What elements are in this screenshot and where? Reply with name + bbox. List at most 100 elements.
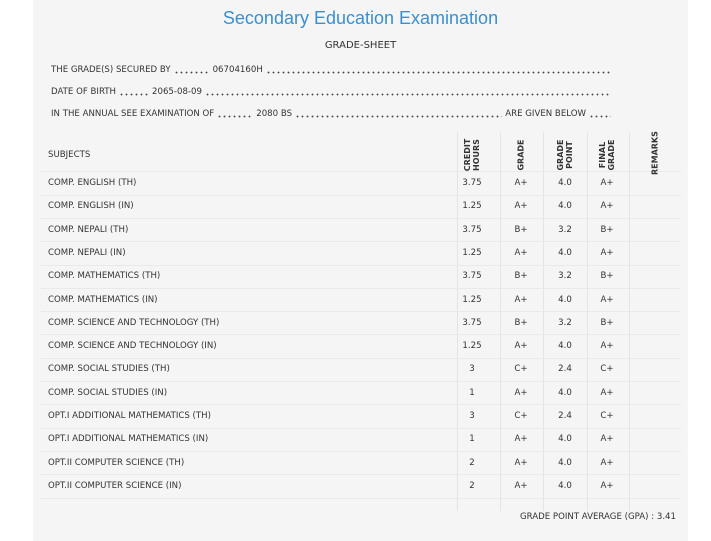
row-divider: [41, 217, 681, 219]
row-divider: [41, 450, 681, 452]
grade: A+: [514, 247, 528, 258]
column-divider: [587, 132, 588, 512]
credit-hours: 2: [469, 457, 475, 468]
grade: B+: [514, 317, 528, 328]
credit-hours: 3.75: [462, 224, 482, 235]
row-divider: [41, 194, 681, 196]
detail-value: 2065-08-09: [152, 87, 202, 97]
detail-suffix: ARE GIVEN BELOW: [505, 109, 586, 119]
row-divider: [41, 287, 681, 289]
row-divider: [41, 474, 681, 476]
column-header: REMARKS: [650, 131, 660, 175]
final-grade: B+: [600, 317, 614, 328]
subject-name: COMP. SOCIAL STUDIES (TH): [48, 364, 170, 375]
grade-point: 4.0: [558, 434, 572, 445]
subject-name: OPT.I ADDITIONAL MATHEMATICS (IN): [48, 434, 209, 445]
title: Secondary Education Examination: [222, 8, 499, 28]
final-grade: A+: [600, 434, 614, 445]
subject-name: COMP. MATHEMATICS (TH): [48, 271, 161, 282]
final-grade: C+: [600, 364, 614, 375]
subject-name: COMP. SOCIAL STUDIES (IN): [48, 387, 168, 398]
credit-hours: 1.25: [462, 341, 482, 352]
grade-point: 2.4: [558, 411, 572, 421]
grade-point: 3.2: [558, 317, 572, 328]
final-grade: A+: [600, 201, 614, 212]
leader-dots: [173, 66, 210, 76]
grade-point: 4.0: [558, 247, 572, 258]
grade-point: 4.0: [558, 201, 572, 212]
final-grade: C+: [600, 411, 614, 421]
grade-sheet-panel: Secondary Education Examination GRADE-SH…: [33, 0, 688, 541]
subject-name: COMP. SCIENCE AND TECHNOLOGY (IN): [48, 341, 217, 352]
row-divider: [41, 264, 681, 266]
detail-line: THE GRADE(S) SECURED BY 06704160H: [51, 62, 611, 76]
subject-name: COMP. NEPALI (IN): [48, 247, 126, 258]
final-grade: B+: [600, 271, 614, 282]
credit-hours: 3: [469, 411, 475, 421]
credit-hours: 1: [469, 387, 475, 398]
row-divider: [41, 311, 681, 313]
row-divider: [41, 357, 681, 359]
detail-line: IN THE ANNUAL SEE EXAMINATION OF 2080 BS…: [51, 106, 611, 120]
final-grade: A+: [600, 178, 614, 188]
subject-name: OPT.II COMPUTER SCIENCE (TH): [48, 457, 185, 468]
final-grade: A+: [600, 294, 614, 305]
subject-name: OPT.II COMPUTER SCIENCE (IN): [48, 480, 182, 491]
row-divider: [41, 497, 681, 499]
column-divider: [543, 132, 544, 512]
grade: A+: [514, 457, 528, 468]
subject-name: COMP. MATHEMATICS (IN): [48, 294, 158, 305]
leader-dots: [295, 110, 503, 120]
final-grade: A+: [600, 387, 614, 398]
subject-name: COMP. ENGLISH (TH): [48, 178, 137, 188]
subject-name: COMP. SCIENCE AND TECHNOLOGY (TH): [48, 317, 220, 328]
column-header: GRADE: [516, 139, 526, 171]
row-divider: [41, 241, 681, 243]
leader-dots: [204, 88, 611, 98]
detail-label: IN THE ANNUAL SEE EXAMINATION OF: [51, 109, 215, 119]
grade-point: 4.0: [558, 341, 572, 352]
grade-point: 3.2: [558, 271, 572, 282]
subject-name: COMP. ENGLISH (IN): [48, 201, 134, 212]
grade: C+: [514, 364, 528, 375]
grade: A+: [514, 294, 528, 305]
final-grade: A+: [600, 480, 614, 491]
detail-line: DATE OF BIRTH 2065-08-09: [51, 84, 611, 98]
credit-hours: 1.25: [462, 247, 482, 258]
credit-hours: 3.75: [462, 271, 482, 282]
gpa-value: 3.41: [656, 512, 676, 522]
credit-hours: 1.25: [462, 294, 482, 305]
column-header: CREDIT HOURS: [463, 138, 481, 172]
credit-hours: 2: [469, 480, 475, 491]
row-divider: [41, 427, 681, 429]
grade-point: 4.0: [558, 480, 572, 491]
grade: B+: [514, 224, 528, 235]
grade-point: 4.0: [558, 178, 572, 188]
column-header: GRADE POINT: [556, 139, 574, 171]
subtitle: GRADE-SHEET: [324, 40, 397, 51]
credit-hours: 3.75: [462, 317, 482, 328]
grade: A+: [514, 341, 528, 352]
grade-point: 4.0: [558, 294, 572, 305]
grade-point: 4.0: [558, 387, 572, 398]
row-divider: [41, 381, 681, 383]
credit-hours: 1.25: [462, 201, 482, 212]
final-grade: A+: [600, 247, 614, 258]
credit-hours: 3.75: [462, 178, 482, 188]
column-header: SUBJECTS: [48, 150, 91, 160]
grade: B+: [514, 271, 528, 282]
grade-point: 2.4: [558, 364, 572, 375]
row-divider: [41, 404, 681, 406]
final-grade: A+: [600, 341, 614, 352]
grade-point: 4.0: [558, 457, 572, 468]
column-header: FINAL GRADE: [598, 139, 616, 171]
grade: A+: [514, 480, 528, 491]
credit-hours: 3: [469, 364, 475, 375]
gpa-label: GRADE POINT AVERAGE (GPA) :: [519, 512, 655, 522]
final-grade: A+: [600, 457, 614, 468]
gpa: GRADE POINT AVERAGE (GPA) : 3.41: [520, 512, 676, 522]
detail-label: DATE OF BIRTH: [51, 87, 117, 97]
column-divider: [500, 132, 501, 512]
